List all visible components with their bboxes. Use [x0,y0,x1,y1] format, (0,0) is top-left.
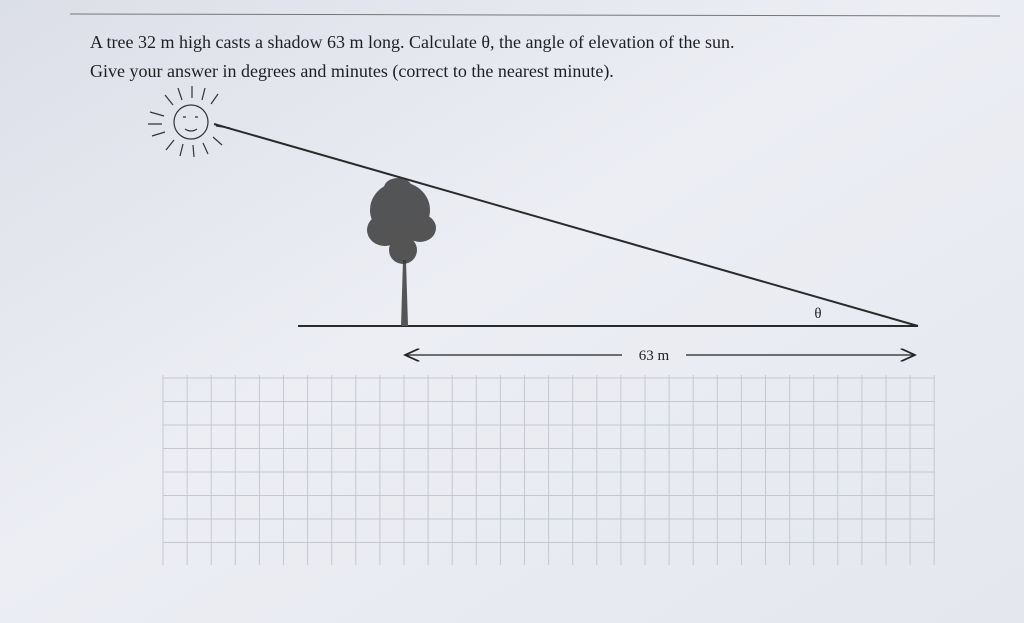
sun [148,86,231,158]
tree [367,178,436,326]
shadow-label: 63 m [639,348,670,364]
question-line: A tree 32 m high casts a shadow 63 m lon… [90,32,734,52]
sun-disc [173,104,209,140]
angle-label: θ [814,306,821,322]
sun-rays [148,86,231,158]
top-rule [69,13,1001,17]
sun-face [183,116,198,132]
answer-grid [162,375,935,565]
question-line: Give your answer in degrees and minutes … [90,61,614,82]
sun-ray-line [213,123,919,327]
tree-trunk [401,260,408,326]
tree-foliage [367,178,436,264]
